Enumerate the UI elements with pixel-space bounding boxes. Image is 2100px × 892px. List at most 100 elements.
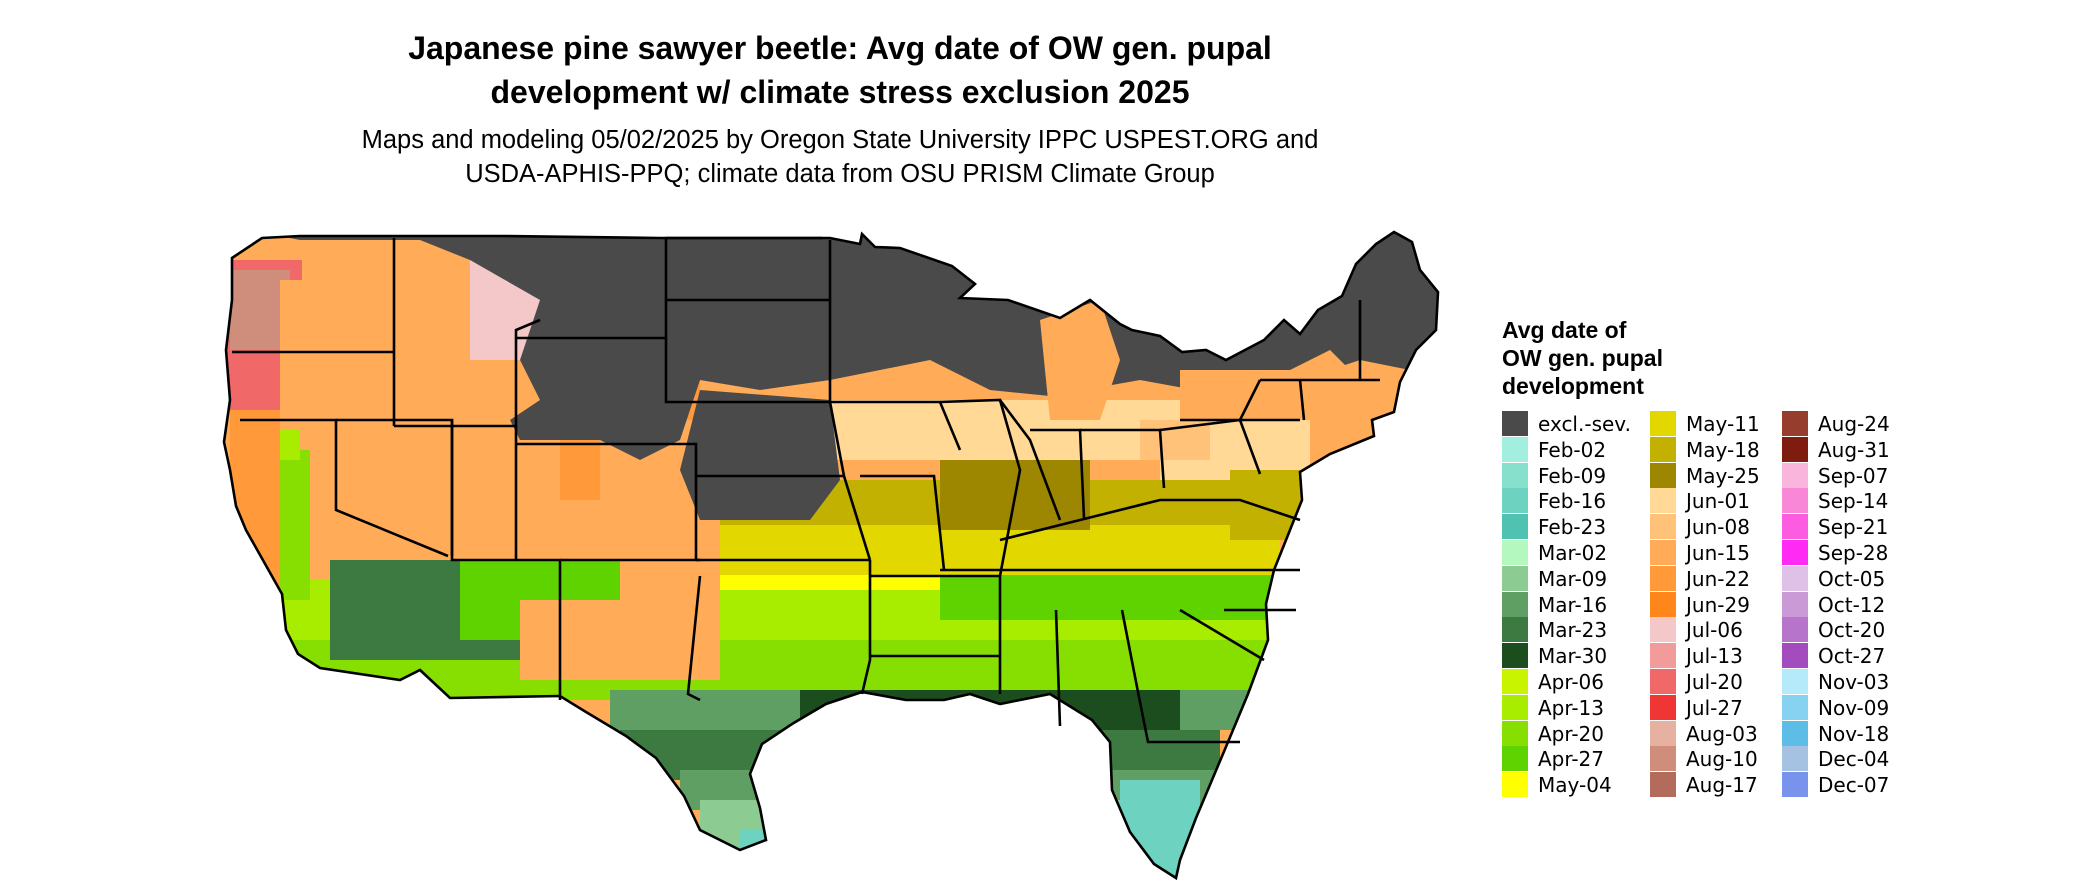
- legend-swatch: [1650, 436, 1676, 462]
- legend-label: Sep-28: [1818, 541, 1889, 565]
- legend-label: Mar-16: [1538, 592, 1608, 617]
- legend-label: Jun-08: [1686, 515, 1750, 540]
- legend-title-line-1: Avg date of: [1502, 317, 1627, 343]
- legend-swatch: [1782, 617, 1808, 643]
- legend-label: Aug-31: [1818, 437, 1890, 462]
- legend-label: Feb-09: [1538, 463, 1607, 488]
- legend-label: Oct-20: [1818, 618, 1886, 643]
- legend-swatch: [1782, 772, 1808, 798]
- legend-swatch: [1650, 514, 1676, 540]
- legend-label: Dec-04: [1818, 747, 1890, 772]
- legend-swatch: [1502, 514, 1528, 540]
- legend-swatch: [1782, 488, 1808, 514]
- legend-swatch: [1782, 720, 1808, 746]
- legend-swatch: [1502, 669, 1528, 694]
- legend-swatch: [1650, 591, 1676, 617]
- legend-swatch: [1782, 436, 1808, 462]
- legend-label: Jul-13: [1686, 644, 1743, 669]
- legend-label: Oct-05: [1818, 566, 1886, 591]
- legend-label: Mar-30: [1538, 644, 1608, 669]
- legend-label: May-18: [1686, 437, 1760, 462]
- legend-swatch: [1650, 720, 1676, 746]
- legend-swatch: [1650, 411, 1676, 436]
- legend-label: May-11: [1686, 412, 1760, 436]
- legend-swatch: [1782, 462, 1808, 488]
- legend-label: Apr-27: [1538, 747, 1604, 772]
- legend-swatch: [1502, 462, 1528, 488]
- legend-swatch: [1502, 591, 1528, 617]
- legend-swatch: [1502, 565, 1528, 591]
- legend-label: Apr-13: [1538, 695, 1604, 720]
- legend-label: Sep-07: [1818, 463, 1889, 488]
- legend-swatch: [1650, 617, 1676, 643]
- legend-label: Nov-18: [1818, 721, 1890, 746]
- legend-label: Jul-06: [1686, 618, 1743, 643]
- legend-label: Aug-24: [1818, 412, 1890, 436]
- legend-swatch: [1502, 720, 1528, 746]
- legend-label: Mar-02: [1538, 541, 1608, 565]
- legend-swatch: [1502, 746, 1528, 772]
- map-title-line-1: Japanese pine sawyer beetle: Avg date of…: [408, 30, 1272, 66]
- legend-swatch: [1502, 617, 1528, 643]
- legend-label: Apr-20: [1538, 721, 1604, 746]
- legend-label: Dec-07: [1818, 773, 1890, 798]
- legend-label: Feb-02: [1538, 437, 1607, 462]
- legend-label: Jun-15: [1686, 541, 1750, 565]
- legend-label: Jul-20: [1686, 670, 1743, 694]
- legend-swatch: [1502, 643, 1528, 669]
- legend-label: Aug-03: [1686, 721, 1758, 746]
- legend-title-line-2: OW gen. pupal: [1502, 345, 1663, 371]
- legend-swatch: [1782, 643, 1808, 669]
- legend-swatch: [1502, 772, 1528, 798]
- legend-label: Nov-03: [1818, 670, 1890, 694]
- legend-swatch: [1650, 746, 1676, 772]
- legend-swatch: [1782, 694, 1808, 720]
- map-title: Japanese pine sawyer beetle: Avg date of…: [200, 26, 1480, 114]
- legend-label: Sep-14: [1818, 489, 1889, 514]
- legend-swatch: [1782, 591, 1808, 617]
- legend-label: Mar-09: [1538, 566, 1608, 591]
- legend-label: Feb-23: [1538, 515, 1607, 540]
- legend-label: Aug-10: [1686, 747, 1758, 772]
- legend-label: Nov-09: [1818, 695, 1890, 720]
- legend-swatch: [1650, 540, 1676, 565]
- legend-swatch: [1650, 488, 1676, 514]
- legend-swatch: [1782, 514, 1808, 540]
- legend-label: Jun-29: [1686, 592, 1750, 617]
- legend-swatch: [1650, 669, 1676, 694]
- legend-swatch: [1650, 694, 1676, 720]
- legend-swatch: [1782, 411, 1808, 436]
- legend-swatch: [1782, 540, 1808, 565]
- legend-label: excl.-sev.: [1538, 412, 1631, 436]
- legend-swatch: [1782, 746, 1808, 772]
- map-title-line-2: development w/ climate stress exclusion …: [490, 74, 1190, 110]
- legend-swatch: [1502, 694, 1528, 720]
- state-borders: [222, 230, 1440, 880]
- legend-swatch: [1502, 436, 1528, 462]
- legend-label: Jul-27: [1686, 695, 1743, 720]
- legend-swatch: [1650, 565, 1676, 591]
- map-subtitle: Maps and modeling 05/02/2025 by Oregon S…: [200, 123, 1480, 191]
- legend-label: Oct-27: [1818, 644, 1886, 669]
- legend-swatch: [1650, 643, 1676, 669]
- legend-title-line-3: development: [1502, 373, 1644, 399]
- legend-swatch: [1502, 488, 1528, 514]
- legend-swatch: [1502, 540, 1528, 565]
- legend-label: Mar-23: [1538, 618, 1608, 643]
- legend-label: May-25: [1686, 463, 1760, 488]
- legend-label: Jun-22: [1686, 566, 1750, 591]
- legend-label: Jun-01: [1686, 489, 1750, 514]
- legend-title: Avg date of OW gen. pupal development: [1502, 316, 1762, 400]
- legend-label: Feb-16: [1538, 489, 1607, 514]
- map-subtitle-line-2: USDA-APHIS-PPQ; climate data from OSU PR…: [465, 160, 1215, 188]
- legend-label: Apr-06: [1538, 670, 1604, 694]
- legend-label: Oct-12: [1818, 592, 1886, 617]
- legend-label: Sep-21: [1818, 515, 1889, 540]
- map-subtitle-line-1: Maps and modeling 05/02/2025 by Oregon S…: [361, 126, 1319, 154]
- legend-swatch: [1782, 669, 1808, 694]
- legend-label: Aug-17: [1686, 773, 1758, 798]
- legend-swatch: [1502, 411, 1528, 436]
- legend-swatch: [1650, 462, 1676, 488]
- legend-label: May-04: [1538, 773, 1612, 798]
